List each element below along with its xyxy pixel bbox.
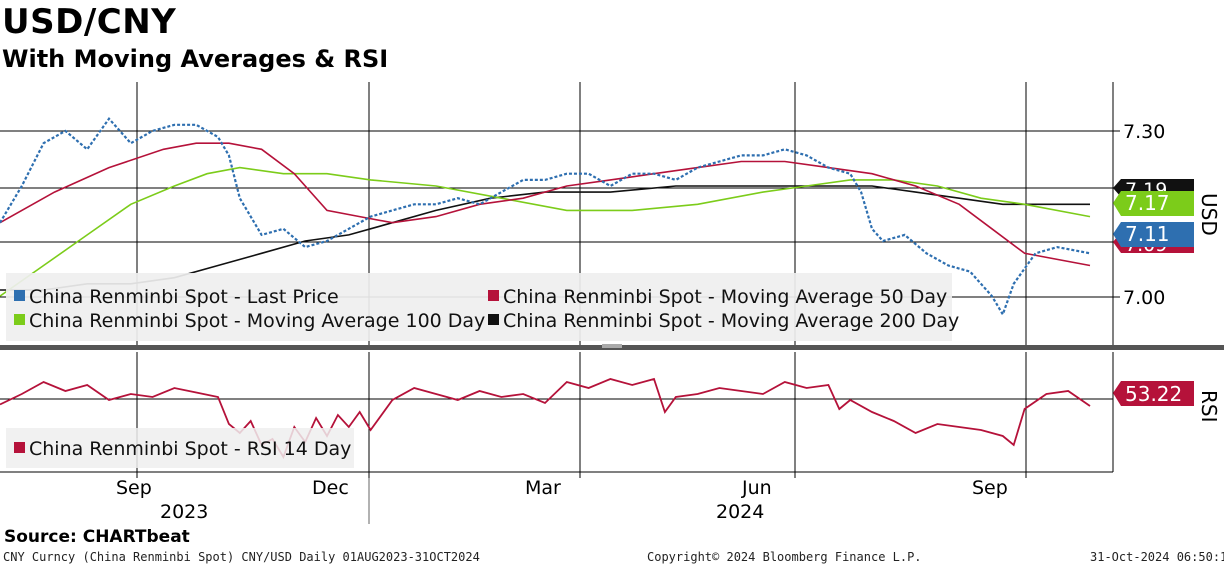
last-value-ma100: 7.17	[1125, 191, 1170, 215]
rsi-unit-label: RSI	[1197, 390, 1221, 423]
x-year-label-2023: 2023	[160, 501, 208, 523]
legend-swatch-rsi	[14, 442, 25, 453]
legend-label-last-price: China Renminbi Spot - Last Price	[29, 286, 339, 308]
legend-swatch-ma50	[488, 290, 499, 301]
rsi-legend: China Renminbi Spot - RSI 14 Day	[14, 438, 351, 460]
rsi-legend-box	[6, 428, 354, 468]
last-value-last-price: 7.11	[1125, 222, 1170, 246]
footer-ticker: CNY Curncy (China Renminbi Spot) CNY/USD…	[3, 550, 480, 564]
last-value-rsi: 53.22	[1125, 382, 1182, 406]
legend-swatch-ma200	[488, 314, 499, 325]
last-value-tag-last-price: 7.11	[1113, 222, 1194, 247]
x-tick-label-jun: Jun	[741, 477, 772, 499]
y-tick-label-7-00: 7.00	[1123, 287, 1165, 309]
legend-swatch-ma100	[14, 314, 25, 325]
legend-label-ma50: China Renminbi Spot - Moving Average 50 …	[503, 286, 947, 308]
legend-label-rsi: China Renminbi Spot - RSI 14 Day	[29, 438, 351, 460]
footer-copyright: Copyright© 2024 Bloomberg Finance L.P.	[647, 550, 922, 564]
chart-title: USD/CNY	[2, 2, 177, 42]
panel-divider-grip[interactable]	[602, 344, 622, 348]
legend-label-ma200: China Renminbi Spot - Moving Average 200…	[503, 310, 959, 332]
x-tick-label-dec: Dec	[312, 477, 349, 499]
series-last-price-line	[0, 116, 1091, 317]
x-tick-label-sep-2023: Sep	[116, 477, 152, 499]
rsi-gridlines	[0, 352, 1113, 472]
x-year-label-2024: 2024	[716, 501, 764, 523]
source-label: Source: CHARTbeat	[4, 527, 190, 547]
price-legend: China Renminbi Spot - Last Price China R…	[14, 286, 959, 332]
last-value-tag-ma100: 7.17	[1113, 191, 1194, 216]
y-tick-label-7-30: 7.30	[1123, 121, 1165, 143]
series-ma50-line	[0, 142, 1091, 267]
series-ma100-line	[0, 166, 1091, 297]
series-rsi-line	[0, 377, 1091, 460]
x-tick-label-mar: Mar	[525, 477, 561, 499]
chart-subtitle: With Moving Averages & RSI	[2, 45, 389, 73]
rsi-series-group	[0, 377, 1091, 460]
legend-label-ma100: China Renminbi Spot - Moving Average 100…	[29, 310, 485, 332]
legend-swatch-last-price	[14, 290, 25, 301]
x-tick-label-sep-2024: Sep	[972, 477, 1008, 499]
last-value-tag-rsi: 53.22	[1113, 381, 1194, 406]
footer-timestamp: 31-Oct-2024 06:50:13	[1090, 550, 1224, 564]
price-legend-box	[6, 273, 952, 341]
price-unit-label: USD	[1197, 193, 1221, 236]
